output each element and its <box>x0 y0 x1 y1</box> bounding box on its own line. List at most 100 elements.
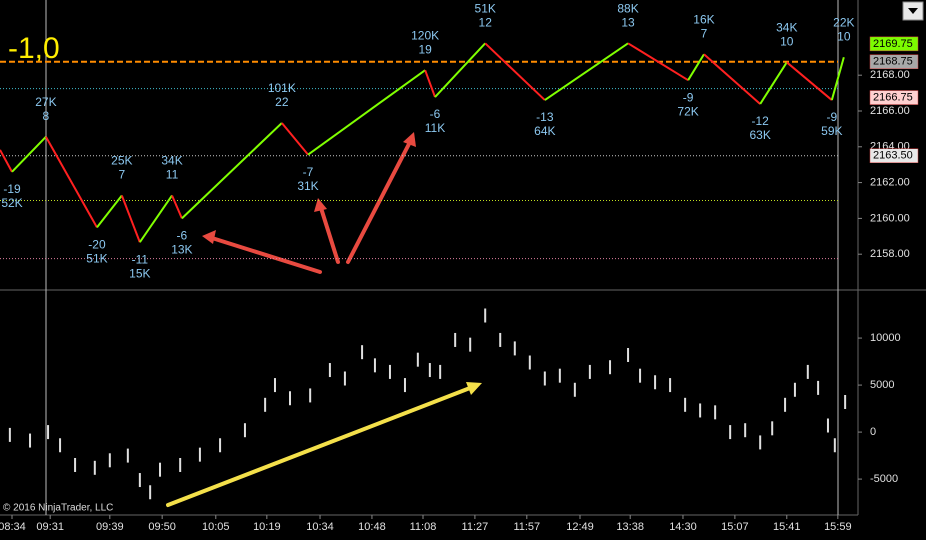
swing-label: 10 <box>837 29 851 43</box>
delta-bar <box>528 355 531 370</box>
delta-bar <box>343 371 346 386</box>
delta-bar <box>654 375 657 390</box>
swing-label: 11K <box>425 121 445 135</box>
x-tick-label: 09:39 <box>96 521 124 533</box>
delta-bar <box>513 341 516 356</box>
swing-label: 101K <box>268 81 296 95</box>
delta-bar <box>59 438 62 453</box>
zigzag-segment <box>181 122 283 220</box>
delta-bar <box>373 358 376 373</box>
swing-label: 25K <box>111 154 132 168</box>
delta-bar <box>729 425 732 440</box>
zigzag-segment <box>703 53 761 105</box>
price-marker <box>869 90 919 105</box>
zigzag-segment <box>11 136 47 173</box>
swing-label: 51K <box>86 252 107 266</box>
swing-label: -6 <box>430 107 441 121</box>
swing-label: 59K <box>821 124 842 138</box>
swing-label: 63K <box>750 128 771 142</box>
delta-bar <box>684 397 687 412</box>
zigzag-segment <box>45 136 98 228</box>
zigzag-segment <box>786 61 833 101</box>
delta-bar <box>714 405 717 420</box>
delta-bar <box>499 332 502 347</box>
x-tick-label: 15:41 <box>773 521 801 533</box>
price-marker <box>869 54 919 70</box>
swing-label: 8 <box>43 109 50 123</box>
swing-label: 34K <box>776 20 797 34</box>
swing-label: 51K <box>475 1 496 15</box>
x-tick-label: 12:49 <box>566 521 594 533</box>
swing-label: 88K <box>617 1 638 15</box>
delta-bar <box>198 447 201 462</box>
y-tick-label: 0 <box>870 426 876 438</box>
swing-label: 22K <box>833 15 854 29</box>
swing-label: -9 <box>683 90 694 104</box>
zigzag-segment <box>434 42 486 98</box>
x-tick-label: 10:48 <box>358 521 386 533</box>
zigzag-segment <box>830 57 845 101</box>
swing-label: -13 <box>536 110 554 124</box>
swing-label: 7 <box>118 168 125 182</box>
delta-bar <box>8 427 11 442</box>
delta-bar <box>29 433 32 448</box>
delta-bar <box>826 418 829 433</box>
delta-bar <box>806 364 809 379</box>
swing-label: 13K <box>171 243 192 257</box>
swing-label: 13 <box>621 15 635 29</box>
price-marker-label: 2168.75 <box>873 56 913 68</box>
arrow <box>319 206 340 264</box>
swing-label: -11 <box>132 252 149 266</box>
delta-bar <box>289 391 292 406</box>
delta-bar <box>159 462 162 477</box>
arrow-head <box>466 382 482 395</box>
arrow-head <box>314 198 327 212</box>
delta-bar <box>588 364 591 379</box>
delta-bar <box>138 473 141 488</box>
swing-label: 72K <box>677 104 698 118</box>
x-tick-label: 14:30 <box>669 521 697 533</box>
swing-label: 120K <box>411 28 439 42</box>
delta-bar <box>639 368 642 383</box>
swing-label: 11 <box>166 168 179 182</box>
delta-bar <box>179 457 182 472</box>
delta-bar <box>93 460 96 475</box>
delta-bar <box>361 345 364 360</box>
x-tick-label: 15:59 <box>824 521 852 533</box>
y-tick-label: 2162.00 <box>870 176 910 188</box>
delta-bar <box>416 352 419 367</box>
swing-label: 19 <box>418 42 432 56</box>
arrow <box>166 386 472 507</box>
zigzag-segment <box>0 149 13 173</box>
delta-bar <box>744 423 747 438</box>
price-marker-label: 2163.50 <box>873 150 913 162</box>
price-marker-label: 2166.75 <box>873 91 913 103</box>
swing-label: 27K <box>35 95 56 109</box>
delta-bar <box>309 388 312 403</box>
x-tick-label: 09:50 <box>148 521 176 533</box>
arrow-head <box>403 132 416 147</box>
delta-bar <box>126 448 129 463</box>
swing-label: 15K <box>129 266 150 280</box>
zigzag-segment <box>120 195 141 243</box>
x-tick-label: 13:38 <box>616 521 644 533</box>
delta-bar <box>573 382 576 397</box>
zigzag-segment <box>307 69 426 156</box>
delta-bar <box>627 347 630 362</box>
copyright: © 2016 NinjaTrader, LLC <box>3 503 113 514</box>
x-tick-label: 10:19 <box>253 521 281 533</box>
delta-bar <box>759 435 762 450</box>
delta-bar <box>219 438 222 453</box>
annotation: -1,0 <box>8 32 60 65</box>
x-tick-label: 11:27 <box>462 521 489 533</box>
x-tick-label: 10:05 <box>202 521 230 533</box>
delta-bar <box>428 363 431 378</box>
delta-bar <box>454 332 457 347</box>
delta-bar <box>47 425 50 440</box>
arrow <box>210 236 322 274</box>
swing-label: -20 <box>88 238 106 252</box>
x-tick-label: 11:08 <box>410 521 437 533</box>
swing-label: -7 <box>303 165 314 179</box>
